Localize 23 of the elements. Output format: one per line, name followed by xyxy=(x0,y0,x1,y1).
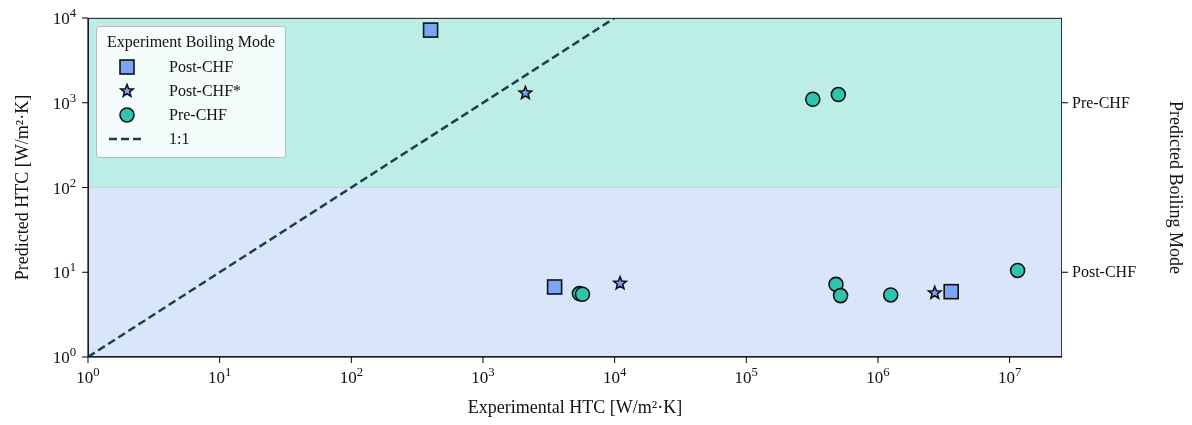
x-tick-label: 10$^{6}$ xyxy=(866,365,890,387)
x-tick-label: 10$^{3}$ xyxy=(471,365,495,387)
legend-title: Experiment Boiling Mode xyxy=(107,33,275,51)
legend-label: Pre-CHF xyxy=(169,106,227,124)
legend-label: Post-CHF xyxy=(169,58,234,76)
y-tick-label: 10$^{3}$ xyxy=(52,90,76,113)
y-tick-label: 10$^{0}$ xyxy=(52,345,76,367)
x-axis-title: Experimental HTC [W/m²·K] xyxy=(467,397,683,417)
y-axis-title: Predicted HTC [W/m²·K] xyxy=(12,94,32,281)
y-tick-label: 10$^{2}$ xyxy=(52,175,76,198)
x-tick-label: 10$^{0}$ xyxy=(76,365,100,387)
x-tick-label: 10$^{7}$ xyxy=(997,365,1022,387)
x-tick-label: 10$^{1}$ xyxy=(207,365,232,387)
legend-label: Post-CHF* xyxy=(169,82,242,100)
legend-label: 1:1 xyxy=(169,130,190,148)
band-label: Pre-CHF xyxy=(1072,93,1130,111)
y-tick-label: 10$^{4}$ xyxy=(52,6,77,28)
y-tick-label: 10$^{1}$ xyxy=(52,260,76,283)
band-label: Post-CHF xyxy=(1072,263,1137,281)
x-tick-label: 10$^{5}$ xyxy=(734,365,758,387)
x-tick-label: 10$^{4}$ xyxy=(602,365,627,387)
text: Predicted Boiling Mode xyxy=(1166,101,1186,274)
x-tick-label: 10$^{2}$ xyxy=(339,365,363,387)
